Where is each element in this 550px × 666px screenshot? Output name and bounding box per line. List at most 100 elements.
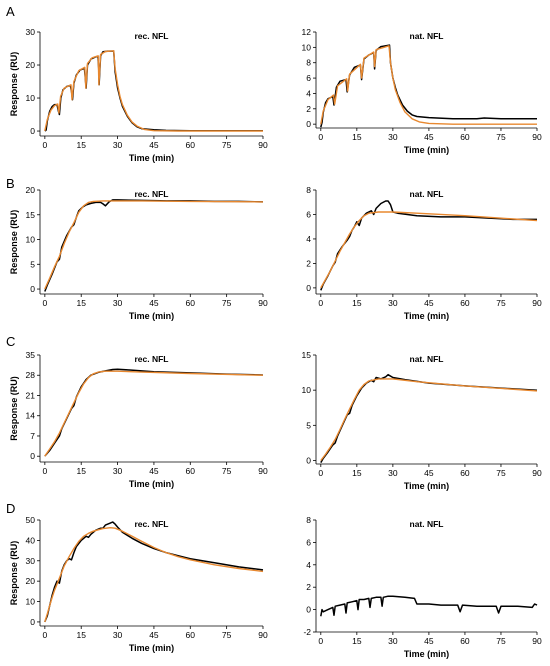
x-tick-label: 60 xyxy=(186,466,196,476)
x-tick-label: 90 xyxy=(258,630,268,640)
chart-title: rec. NFL xyxy=(134,31,168,41)
x-tick-label: 90 xyxy=(532,468,542,478)
x-axis-title: Time (min) xyxy=(404,481,449,491)
y-tick-label: 4 xyxy=(306,88,311,98)
y-tick-label: 0 xyxy=(30,617,35,627)
y-tick-label: 28 xyxy=(26,370,36,380)
x-tick-label: 60 xyxy=(460,468,470,478)
y-tick-label: 0 xyxy=(30,451,35,461)
y-tick-label: 2 xyxy=(306,582,311,592)
fit-curve xyxy=(44,200,264,290)
x-tick-label: 75 xyxy=(496,298,506,308)
x-tick-label: 60 xyxy=(186,298,196,308)
x-tick-label: 90 xyxy=(258,140,268,150)
x-tick-label: 45 xyxy=(149,630,159,640)
y-tick-label: 10 xyxy=(302,385,312,395)
measured-curve xyxy=(44,50,263,132)
fit-curve xyxy=(44,50,263,132)
x-tick-label: 75 xyxy=(496,468,506,478)
measured-curve xyxy=(44,521,264,623)
measured-curve xyxy=(320,595,538,617)
y-tick-label: 15 xyxy=(302,350,312,360)
measured-curve xyxy=(320,44,537,128)
y-tick-label: 8 xyxy=(306,58,311,68)
chart-title: rec. NFL xyxy=(134,519,168,529)
x-tick-label: 0 xyxy=(318,132,323,142)
y-axis-title: Response (RU) xyxy=(9,210,19,275)
y-tick-label: 5 xyxy=(306,420,311,430)
y-tick-label: 6 xyxy=(306,73,311,83)
x-axis-title: Time (min) xyxy=(404,311,449,321)
x-axis-title: Time (min) xyxy=(129,643,174,653)
y-tick-label: 50 xyxy=(26,515,36,525)
x-tick-label: 45 xyxy=(424,636,434,646)
y-tick-label: -2 xyxy=(303,627,311,637)
y-tick-label: 10 xyxy=(302,42,312,52)
x-tick-label: 90 xyxy=(258,298,268,308)
chart-title: nat. NFL xyxy=(410,31,444,41)
y-tick-label: 0 xyxy=(30,126,35,136)
fit-curve xyxy=(320,45,537,125)
x-tick-label: 0 xyxy=(318,636,323,646)
measured-curve xyxy=(44,368,264,457)
x-tick-label: 60 xyxy=(186,630,196,640)
chart-title: rec. NFL xyxy=(134,354,168,364)
x-axis-title: Time (min) xyxy=(129,479,174,489)
y-tick-label: 5 xyxy=(30,259,35,269)
x-tick-label: 15 xyxy=(352,132,362,142)
x-tick-label: 60 xyxy=(460,636,470,646)
x-tick-label: 30 xyxy=(388,636,398,646)
y-tick-label: 20 xyxy=(26,185,36,195)
x-tick-label: 0 xyxy=(318,468,323,478)
x-axis-title: Time (min) xyxy=(129,311,174,321)
y-tick-label: 0 xyxy=(306,119,311,129)
y-tick-label: 7 xyxy=(30,431,35,441)
y-axis-title: Response (RU) xyxy=(9,541,19,606)
x-tick-label: 90 xyxy=(532,298,542,308)
panel-label-c: C xyxy=(6,334,15,349)
chart-c-left: 0 15 30 45 60 75 90 0 7 14 21 28 35 rec. NFL Time (min… xyxy=(9,350,268,489)
x-tick-label: 0 xyxy=(318,298,323,308)
x-tick-label: 30 xyxy=(113,140,123,150)
x-tick-label: 75 xyxy=(222,630,232,640)
x-tick-label: 30 xyxy=(113,630,123,640)
x-tick-label: 15 xyxy=(352,468,362,478)
x-tick-label: 30 xyxy=(113,298,123,308)
y-tick-label: 0 xyxy=(306,455,311,465)
y-tick-label: 0 xyxy=(30,284,35,294)
x-tick-label: 45 xyxy=(149,466,159,476)
x-tick-label: 45 xyxy=(424,468,434,478)
x-tick-label: 90 xyxy=(532,132,542,142)
panel-label-d: D xyxy=(6,501,15,516)
fit-curve xyxy=(44,527,264,623)
x-tick-label: 15 xyxy=(76,466,86,476)
y-tick-label: 4 xyxy=(306,560,311,570)
y-tick-label: 35 xyxy=(26,350,36,360)
chart-title: nat. NFL xyxy=(410,519,444,529)
x-tick-label: 30 xyxy=(113,466,123,476)
chart-c-right: 0 15 30 45 60 75 90 0 5 10 15 nat. NFL Time (min) xyxy=(302,350,542,491)
x-tick-label: 15 xyxy=(352,298,362,308)
chart-title: nat. NFL xyxy=(410,354,444,364)
x-tick-label: 75 xyxy=(222,298,232,308)
y-tick-label: 6 xyxy=(306,537,311,547)
x-tick-label: 0 xyxy=(42,298,47,308)
y-tick-label: 15 xyxy=(26,210,36,220)
measured-curve xyxy=(320,200,537,291)
chart-d-left: 0 15 30 45 60 75 90 0 10 20 30 40 50 rec. NFL Time (mi… xyxy=(9,515,268,653)
x-tick-label: 15 xyxy=(76,298,86,308)
panel-label-a: A xyxy=(6,4,15,19)
x-tick-label: 75 xyxy=(496,132,506,142)
y-tick-label: 2 xyxy=(306,104,311,114)
y-tick-label: 8 xyxy=(306,185,311,195)
y-tick-label: 30 xyxy=(26,556,36,566)
y-tick-label: 10 xyxy=(26,93,36,103)
chart-title: nat. NFL xyxy=(410,189,444,199)
y-tick-label: 20 xyxy=(26,60,36,70)
y-tick-label: 6 xyxy=(306,209,311,219)
x-axis-title: Time (min) xyxy=(129,153,174,163)
x-tick-label: 15 xyxy=(76,630,86,640)
x-tick-label: 0 xyxy=(42,140,47,150)
x-tick-label: 90 xyxy=(258,466,268,476)
